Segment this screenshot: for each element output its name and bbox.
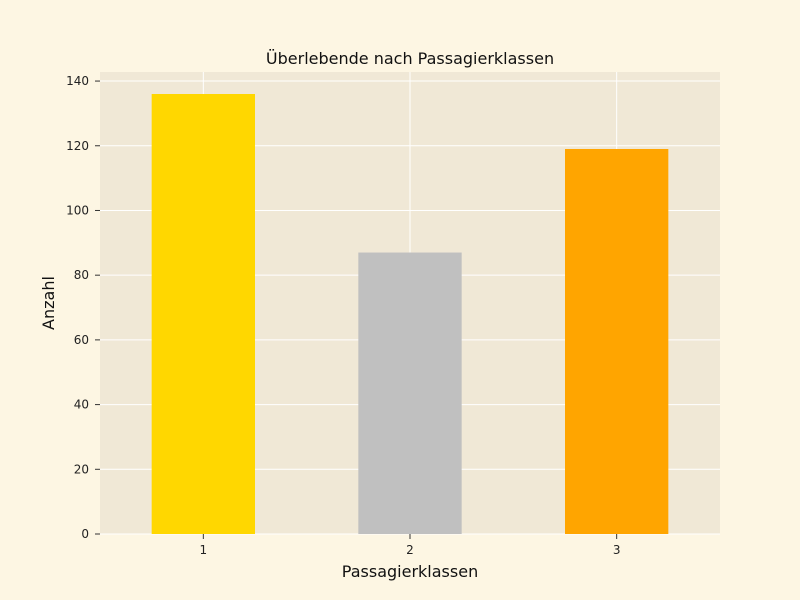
x-axis-label: Passagierklassen xyxy=(342,562,478,581)
y-tick-label: 40 xyxy=(74,398,89,412)
y-tick-label: 20 xyxy=(74,462,89,476)
y-tick-label: 100 xyxy=(66,203,89,217)
y-tick-label: 60 xyxy=(74,333,89,347)
y-tick-label: 120 xyxy=(66,139,89,153)
bar-class-2 xyxy=(358,252,462,534)
y-tick-label: 0 xyxy=(81,527,89,541)
y-tick-label: 140 xyxy=(66,74,89,88)
y-axis: 0 20 40 60 80 100 120 140 xyxy=(66,74,100,541)
bars xyxy=(151,94,669,534)
bar-class-3 xyxy=(565,149,669,534)
x-tick-label: 2 xyxy=(406,543,414,557)
y-tick-label: 80 xyxy=(74,268,89,282)
x-tick-label: 3 xyxy=(613,543,621,557)
x-tick-label: 1 xyxy=(200,543,208,557)
chart-title: Überlebende nach Passagierklassen xyxy=(266,49,554,68)
bar-class-1 xyxy=(151,94,255,534)
x-axis: 1 2 3 xyxy=(200,534,621,557)
y-axis-label: Anzahl xyxy=(39,276,58,330)
